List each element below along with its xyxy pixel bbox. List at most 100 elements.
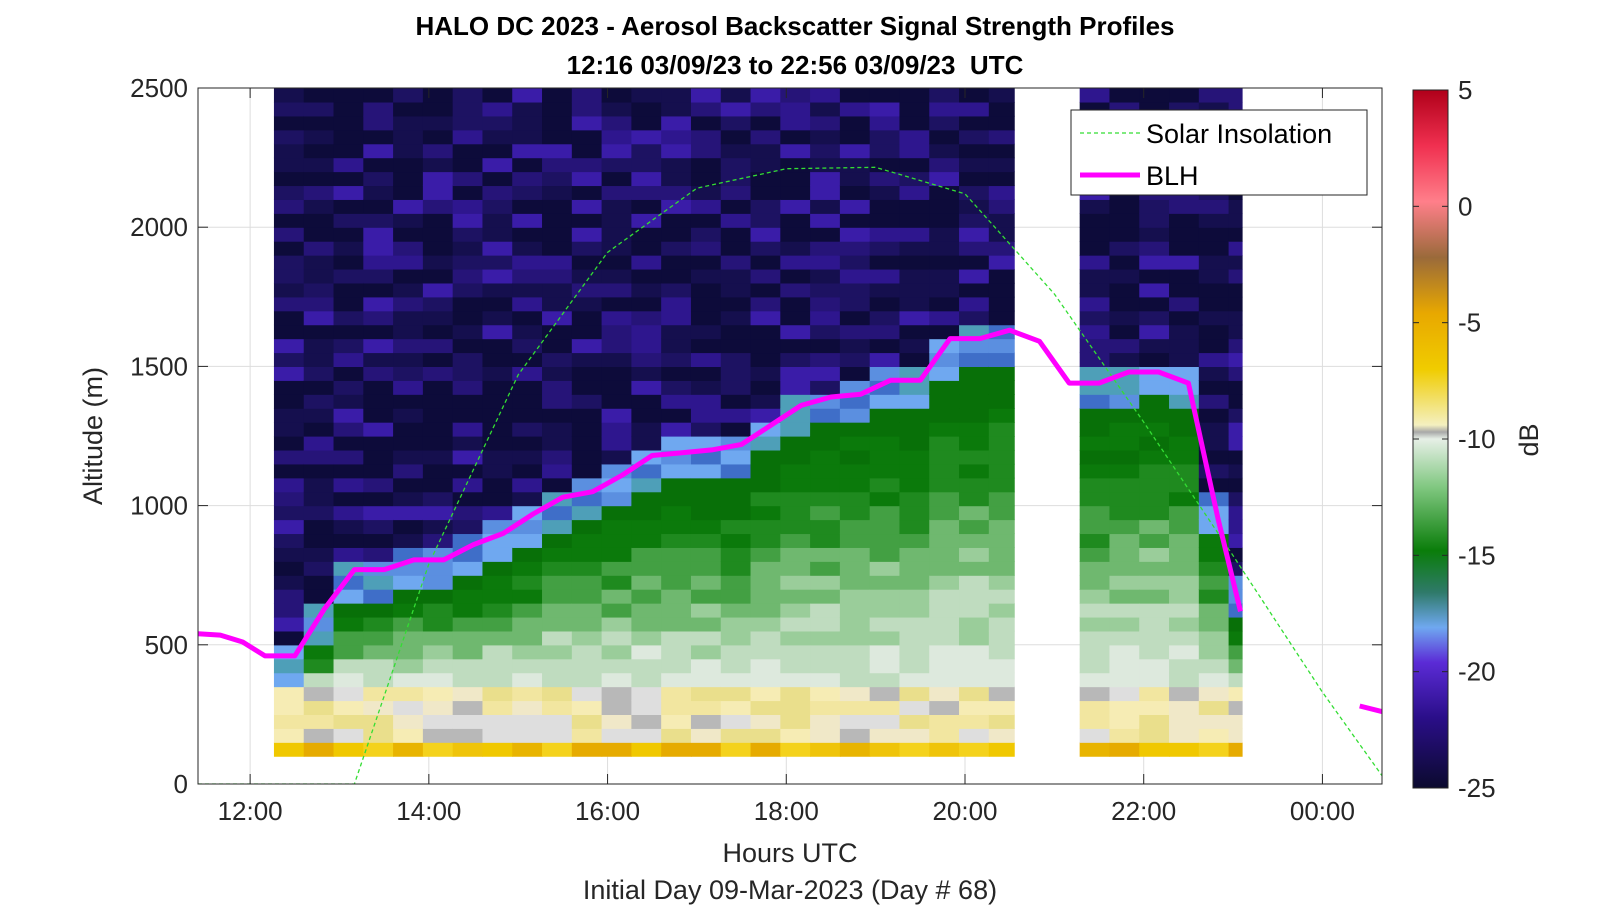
heatmap-cell bbox=[303, 491, 335, 507]
heatmap-cell bbox=[929, 630, 960, 646]
heatmap-cell bbox=[363, 491, 394, 507]
heatmap-cell bbox=[1228, 324, 1243, 340]
heatmap-cell bbox=[750, 380, 781, 395]
heatmap-cell bbox=[810, 561, 841, 576]
heatmap-cell bbox=[631, 338, 662, 354]
heatmap-cell bbox=[542, 589, 573, 604]
heatmap-cell bbox=[899, 561, 930, 576]
heatmap-cell bbox=[303, 115, 335, 131]
heatmap-cell bbox=[422, 630, 454, 646]
heatmap-cell bbox=[482, 366, 513, 381]
heatmap-cell bbox=[422, 477, 454, 493]
heatmap-cell bbox=[1169, 227, 1200, 242]
heatmap-cell bbox=[333, 728, 364, 743]
footnote: Initial Day 09-Mar-2023 (Day # 68) bbox=[583, 875, 997, 905]
heatmap-cell bbox=[869, 700, 901, 715]
heatmap-cell bbox=[690, 143, 722, 159]
heatmap-cell bbox=[839, 227, 871, 242]
heatmap-cell bbox=[422, 742, 454, 757]
heatmap-cell bbox=[899, 282, 930, 298]
heatmap-cell bbox=[631, 213, 662, 228]
heatmap-cell bbox=[1169, 241, 1200, 256]
heatmap-cell bbox=[929, 700, 960, 715]
heatmap-cell bbox=[1139, 463, 1170, 479]
heatmap-cell bbox=[601, 603, 632, 618]
heatmap-cell bbox=[303, 380, 335, 395]
heatmap-cell bbox=[303, 589, 335, 604]
heatmap-cell bbox=[750, 463, 781, 479]
heatmap-cell bbox=[1169, 658, 1200, 674]
heatmap-cell bbox=[393, 505, 424, 521]
heatmap-cell bbox=[810, 115, 841, 131]
heatmap-cell bbox=[1228, 88, 1243, 103]
heatmap-cell bbox=[601, 255, 632, 270]
heatmap-cell bbox=[1139, 88, 1170, 103]
heatmap-cell bbox=[542, 185, 573, 200]
heatmap-cell bbox=[273, 380, 305, 395]
heatmap-cell bbox=[631, 505, 662, 521]
heatmap-cell bbox=[273, 171, 305, 187]
heatmap-cell bbox=[1169, 505, 1200, 521]
heatmap-cell bbox=[1228, 491, 1243, 507]
heatmap-cell bbox=[512, 505, 543, 521]
heatmap-cell bbox=[899, 686, 930, 702]
heatmap-cell bbox=[929, 143, 960, 159]
heatmap-cell bbox=[899, 255, 930, 270]
heatmap-cell bbox=[1198, 658, 1230, 674]
heatmap-cell bbox=[393, 742, 424, 757]
heatmap-cell bbox=[273, 491, 305, 507]
heatmap-cell bbox=[1169, 491, 1200, 507]
heatmap-cell bbox=[273, 547, 305, 562]
heatmap-cell bbox=[1139, 672, 1170, 688]
heatmap-cell bbox=[1228, 672, 1243, 688]
heatmap-cell bbox=[422, 589, 454, 604]
heatmap-cell bbox=[363, 616, 394, 632]
heatmap-cell bbox=[1169, 742, 1200, 757]
heatmap-cell bbox=[571, 644, 603, 660]
heatmap-cell bbox=[542, 171, 573, 187]
heatmap-cell bbox=[303, 519, 335, 535]
heatmap-cell bbox=[333, 143, 364, 159]
heatmap-cell bbox=[273, 352, 305, 367]
heatmap-cell bbox=[422, 575, 454, 590]
heatmap-cell bbox=[750, 227, 781, 242]
heatmap-cell bbox=[810, 380, 841, 395]
heatmap-cell bbox=[750, 88, 781, 103]
heatmap-cell bbox=[780, 589, 811, 604]
heatmap-cell bbox=[720, 352, 752, 367]
heatmap-cell bbox=[631, 310, 662, 326]
heatmap-cell bbox=[780, 366, 811, 381]
heatmap-cell bbox=[750, 630, 781, 646]
heatmap-cell bbox=[1228, 728, 1243, 743]
heatmap-cell bbox=[393, 491, 424, 507]
heatmap-cell bbox=[869, 630, 901, 646]
heatmap-cell bbox=[661, 547, 692, 562]
heatmap-cell bbox=[1109, 589, 1140, 604]
heatmap-cell bbox=[631, 603, 662, 618]
colorbar-tick-label: -15 bbox=[1458, 540, 1496, 570]
heatmap-cell bbox=[393, 449, 424, 465]
heatmap-cell bbox=[482, 603, 513, 618]
heatmap-cell bbox=[810, 199, 841, 214]
heatmap-cell bbox=[661, 310, 692, 326]
heatmap-cell bbox=[780, 213, 811, 228]
heatmap-cell bbox=[899, 296, 930, 312]
heatmap-cell bbox=[988, 380, 1015, 395]
heatmap-cell bbox=[601, 630, 632, 646]
heatmap-cell bbox=[482, 422, 513, 437]
heatmap-cell bbox=[303, 241, 335, 256]
heatmap-cell bbox=[571, 422, 603, 437]
heatmap-cell bbox=[720, 310, 752, 326]
heatmap-cell bbox=[1169, 589, 1200, 604]
heatmap-cell bbox=[631, 686, 662, 702]
heatmap-cell bbox=[512, 296, 543, 312]
heatmap-cell bbox=[1169, 686, 1200, 702]
heatmap-cell bbox=[780, 658, 811, 674]
heatmap-cell bbox=[333, 157, 364, 173]
heatmap-cell bbox=[929, 436, 960, 451]
heatmap-cell bbox=[1198, 296, 1230, 312]
heatmap-cell bbox=[482, 589, 513, 604]
heatmap-cell bbox=[899, 241, 930, 256]
heatmap-cell bbox=[661, 700, 692, 715]
heatmap-cell bbox=[780, 686, 811, 702]
